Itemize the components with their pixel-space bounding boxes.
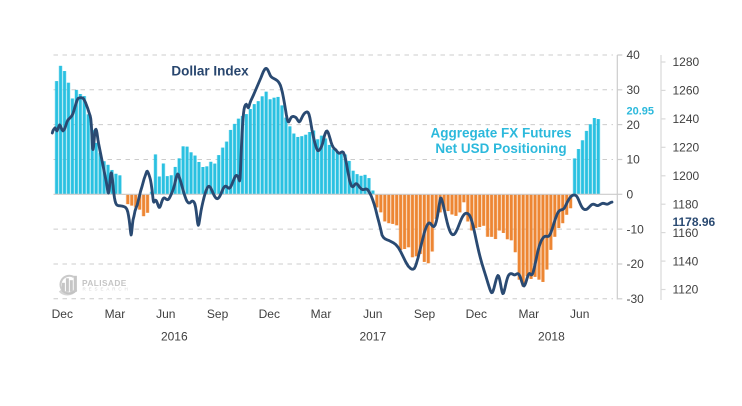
svg-text:1280: 1280 — [673, 55, 700, 69]
svg-text:Net USD Positioning: Net USD Positioning — [435, 141, 566, 156]
svg-text:Dec: Dec — [259, 307, 280, 321]
svg-text:RESEARCH: RESEARCH — [83, 286, 131, 291]
svg-text:1240: 1240 — [673, 112, 700, 126]
svg-text:1178.96: 1178.96 — [673, 215, 716, 229]
svg-text:Dec: Dec — [52, 307, 73, 321]
svg-text:-20: -20 — [627, 257, 645, 271]
svg-text:-10: -10 — [627, 222, 645, 236]
svg-text:Sep: Sep — [207, 307, 229, 321]
svg-text:Jun: Jun — [570, 307, 589, 321]
svg-text:1140: 1140 — [673, 254, 699, 268]
svg-text:40: 40 — [627, 48, 641, 62]
svg-text:1120: 1120 — [673, 283, 699, 297]
svg-text:20.95: 20.95 — [627, 106, 655, 118]
svg-text:2017: 2017 — [359, 329, 386, 343]
svg-text:Dec: Dec — [466, 307, 487, 321]
svg-text:20: 20 — [627, 118, 641, 132]
svg-text:Mar: Mar — [105, 307, 126, 321]
svg-text:Aggregate FX Futures: Aggregate FX Futures — [430, 126, 571, 141]
svg-text:0: 0 — [627, 188, 634, 202]
svg-text:-30: -30 — [627, 292, 645, 306]
svg-text:2018: 2018 — [538, 329, 565, 343]
svg-text:Jun: Jun — [363, 307, 382, 321]
svg-text:10: 10 — [627, 153, 641, 167]
svg-text:30: 30 — [627, 83, 641, 97]
svg-text:1260: 1260 — [673, 84, 700, 98]
svg-text:1180: 1180 — [673, 197, 699, 211]
svg-text:2016: 2016 — [161, 329, 188, 343]
svg-text:Sep: Sep — [414, 307, 436, 321]
svg-text:Dollar Index: Dollar Index — [171, 64, 249, 79]
svg-text:1220: 1220 — [673, 141, 700, 155]
svg-text:Jun: Jun — [156, 307, 175, 321]
svg-text:Mar: Mar — [311, 307, 332, 321]
svg-text:Mar: Mar — [518, 307, 539, 321]
svg-text:1200: 1200 — [673, 169, 700, 183]
